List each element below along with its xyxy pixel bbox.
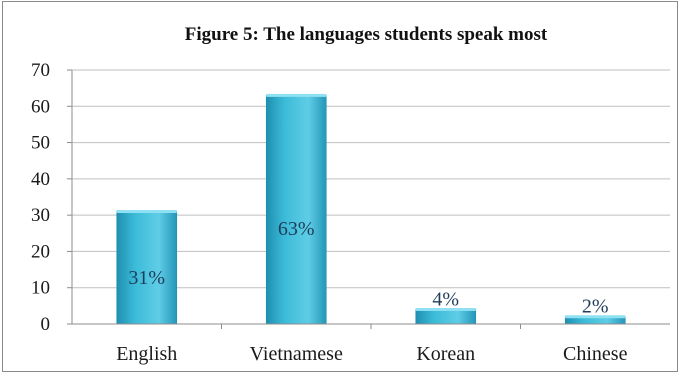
bar-top-korean: [415, 307, 476, 311]
y-tick-label: 0: [41, 314, 51, 335]
x-category-label: Korean: [416, 343, 475, 365]
y-tick-label: 70: [31, 60, 50, 81]
chart-title: Figure 5: The languages students speak m…: [185, 24, 548, 45]
y-tick-label: 30: [31, 205, 50, 226]
data-labels: 31% 63% 4% 2%: [128, 218, 608, 318]
y-tick-label: 50: [31, 133, 50, 154]
bar-top-vietnamese: [266, 93, 327, 97]
bar-top-english: [116, 210, 177, 214]
bar-english: [116, 211, 178, 325]
bar-korean: [415, 309, 477, 325]
bar-vietnamese: [265, 95, 327, 325]
data-label-korean: 4%: [432, 288, 459, 310]
y-tick-label: 10: [31, 278, 50, 299]
data-label-english: 31%: [128, 267, 165, 289]
x-category-label: English: [116, 343, 177, 365]
y-tick-label: 20: [31, 241, 50, 262]
x-category-label: Vietnamese: [250, 343, 343, 365]
bar-top-chinese: [565, 315, 626, 319]
y-tick-label: 60: [31, 96, 50, 117]
x-category-label: Chinese: [563, 343, 628, 365]
y-axis-ticks: 0 10 20 30 40 50 60 70: [31, 60, 72, 335]
data-label-vietnamese: 63%: [278, 218, 315, 240]
data-label-chinese: 2%: [582, 296, 609, 318]
x-axis-categories: English Vietnamese Korean Chinese: [116, 324, 628, 365]
y-tick-label: 40: [31, 169, 50, 190]
bars: [116, 93, 626, 325]
